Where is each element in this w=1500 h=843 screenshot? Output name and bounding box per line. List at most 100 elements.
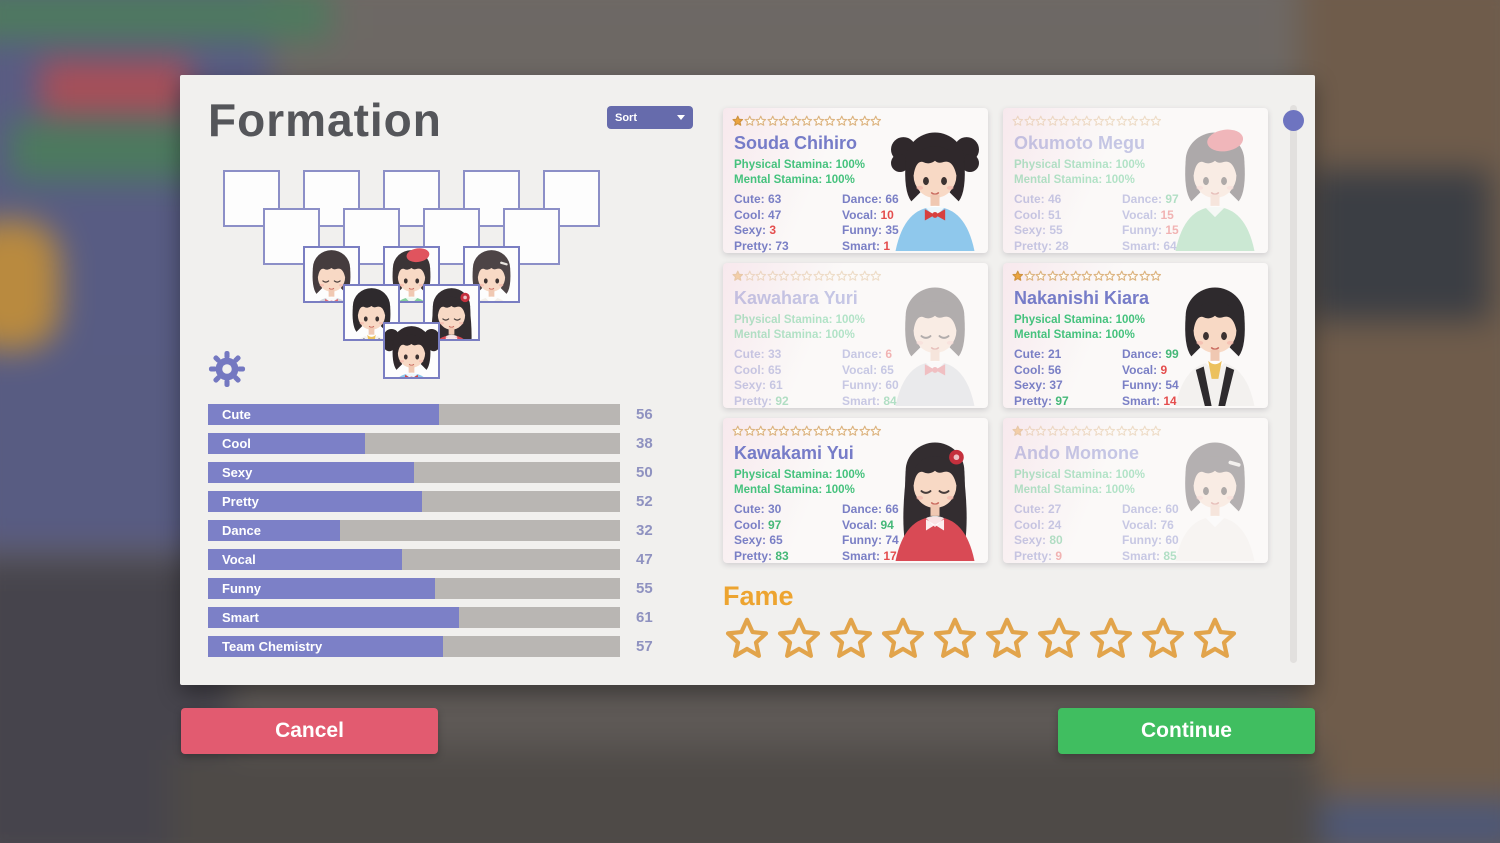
member-portrait — [1164, 420, 1266, 561]
star-empty-icon — [824, 270, 836, 281]
team-stat-row: Team Chemistry 57 — [208, 636, 670, 657]
stat-bar-value: 52 — [636, 493, 653, 510]
star-empty-icon — [824, 115, 836, 126]
member-stat: Smart: 14 — [1122, 393, 1177, 408]
stat-bar-label: Sexy — [222, 465, 253, 480]
star-empty-icon — [778, 425, 790, 436]
member-stat: Pretty: 73 — [734, 238, 789, 253]
star-empty-icon — [789, 425, 801, 436]
star-empty-icon — [933, 617, 977, 658]
member-stamina: Physical Stamina: 100% Mental Stamina: 1… — [734, 159, 866, 186]
stat-bar-value: 32 — [636, 522, 653, 539]
formation-slot-filled[interactable] — [463, 246, 520, 303]
member-card[interactable]: Nakanishi Kiara Physical Stamina: 100% M… — [1003, 263, 1268, 408]
member-stat: Funny: 15 — [1122, 223, 1179, 237]
star-filled-icon — [1012, 270, 1024, 281]
member-portrait — [884, 110, 986, 251]
stat-bar-value: 57 — [636, 638, 653, 655]
member-stat: Sexy: 65 — [734, 533, 783, 547]
star-empty-icon — [732, 425, 744, 436]
gear-icon[interactable] — [208, 350, 246, 388]
star-empty-icon — [835, 115, 847, 126]
star-empty-icon — [1089, 617, 1133, 658]
star-empty-icon — [1150, 270, 1162, 281]
star-empty-icon — [766, 270, 778, 281]
member-stat: Sexy: 55 — [1014, 223, 1063, 237]
scrollbar-thumb[interactable] — [1283, 110, 1304, 131]
formation-slot-filled[interactable] — [383, 322, 440, 379]
stat-bar-track: Smart — [208, 607, 620, 628]
page-title: Formation — [208, 94, 442, 146]
sort-dropdown-label: Sort — [615, 111, 637, 124]
member-stat: Vocal: 15 — [1122, 207, 1174, 222]
star-empty-icon — [766, 425, 778, 436]
member-name: Kawahara Yuri — [734, 288, 858, 308]
member-stamina: Physical Stamina: 100% Mental Stamina: 1… — [734, 314, 866, 341]
member-stat: Dance: 66 — [842, 502, 899, 516]
star-empty-icon — [858, 425, 870, 436]
stat-bar-label: Pretty — [222, 494, 259, 509]
member-card[interactable]: Kawahara Yuri Physical Stamina: 100% Men… — [723, 263, 988, 408]
team-stat-row: Cute 56 — [208, 404, 670, 425]
stat-bar-value: 38 — [636, 435, 653, 452]
continue-button[interactable]: Continue — [1058, 708, 1315, 754]
star-empty-icon — [789, 115, 801, 126]
member-cards: Souda Chihiro Physical Stamina: 100% Men… — [723, 108, 1268, 563]
member-stat: Pretty: 9 — [1014, 548, 1063, 563]
member-name: Ando Momone — [1014, 443, 1139, 463]
member-star-rating — [1012, 270, 1162, 282]
star-empty-icon — [1035, 115, 1047, 126]
stat-bar-track: Cute — [208, 404, 620, 425]
member-card[interactable]: Ando Momone Physical Stamina: 100% Menta… — [1003, 418, 1268, 563]
star-empty-icon — [812, 425, 824, 436]
member-stats: Cute: 27 Dance: 60 Cool: 24 Vocal: 76 Sexy: … — [1014, 502, 1232, 563]
member-stat: Dance: 6 — [842, 347, 893, 361]
star-empty-icon — [858, 270, 870, 281]
star-empty-icon — [847, 115, 859, 126]
member-card[interactable]: Souda Chihiro Physical Stamina: 100% Men… — [723, 108, 988, 253]
member-star-rating — [732, 425, 882, 437]
star-empty-icon — [985, 617, 1029, 658]
member-stats: Cute: 30 Dance: 66 Cool: 97 Vocal: 94 Sexy: … — [734, 502, 952, 563]
member-stat: Sexy: 37 — [1014, 378, 1063, 392]
star-empty-icon — [1023, 270, 1035, 281]
fame-star-rating — [724, 615, 1238, 661]
star-empty-icon — [1115, 270, 1127, 281]
stat-bar-track: Dance — [208, 520, 620, 541]
star-empty-icon — [812, 115, 824, 126]
star-empty-icon — [1104, 115, 1116, 126]
star-empty-icon — [1046, 115, 1058, 126]
star-empty-icon — [743, 270, 755, 281]
stat-bar-fill — [208, 549, 402, 570]
member-stamina: Physical Stamina: 100% Mental Stamina: 1… — [1014, 314, 1146, 341]
star-empty-icon — [1138, 270, 1150, 281]
star-empty-icon — [1092, 115, 1104, 126]
member-card[interactable]: Okumoto Megu Physical Stamina: 100% Ment… — [1003, 108, 1268, 253]
member-stat: Vocal: 9 — [1122, 362, 1168, 377]
scrollbar-track[interactable] — [1283, 105, 1304, 663]
star-empty-icon — [743, 425, 755, 436]
star-empty-icon — [1035, 270, 1047, 281]
star-empty-icon — [881, 617, 925, 658]
member-card[interactable]: Kawakami Yui Physical Stamina: 100% Ment… — [723, 418, 988, 563]
star-empty-icon — [1150, 425, 1162, 436]
formation-slot-filled[interactable] — [303, 246, 360, 303]
star-empty-icon — [1058, 425, 1070, 436]
star-empty-icon — [755, 425, 767, 436]
formation-slot-filled[interactable] — [423, 284, 480, 341]
member-stat: Sexy: 61 — [734, 378, 783, 392]
star-empty-icon — [725, 617, 769, 658]
star-empty-icon — [1150, 115, 1162, 126]
sort-dropdown[interactable]: Sort — [607, 106, 693, 129]
member-stat: Vocal: 94 — [842, 517, 894, 532]
star-empty-icon — [801, 425, 813, 436]
star-empty-icon — [801, 115, 813, 126]
cancel-button[interactable]: Cancel — [181, 708, 438, 754]
member-stats: Cute: 46 Dance: 97 Cool: 51 Vocal: 15 Sexy: … — [1014, 192, 1232, 253]
stat-bar-value: 47 — [636, 551, 653, 568]
star-empty-icon — [812, 270, 824, 281]
stat-bar-value: 61 — [636, 609, 653, 626]
star-empty-icon — [1141, 617, 1185, 658]
star-empty-icon — [824, 425, 836, 436]
star-empty-icon — [801, 270, 813, 281]
